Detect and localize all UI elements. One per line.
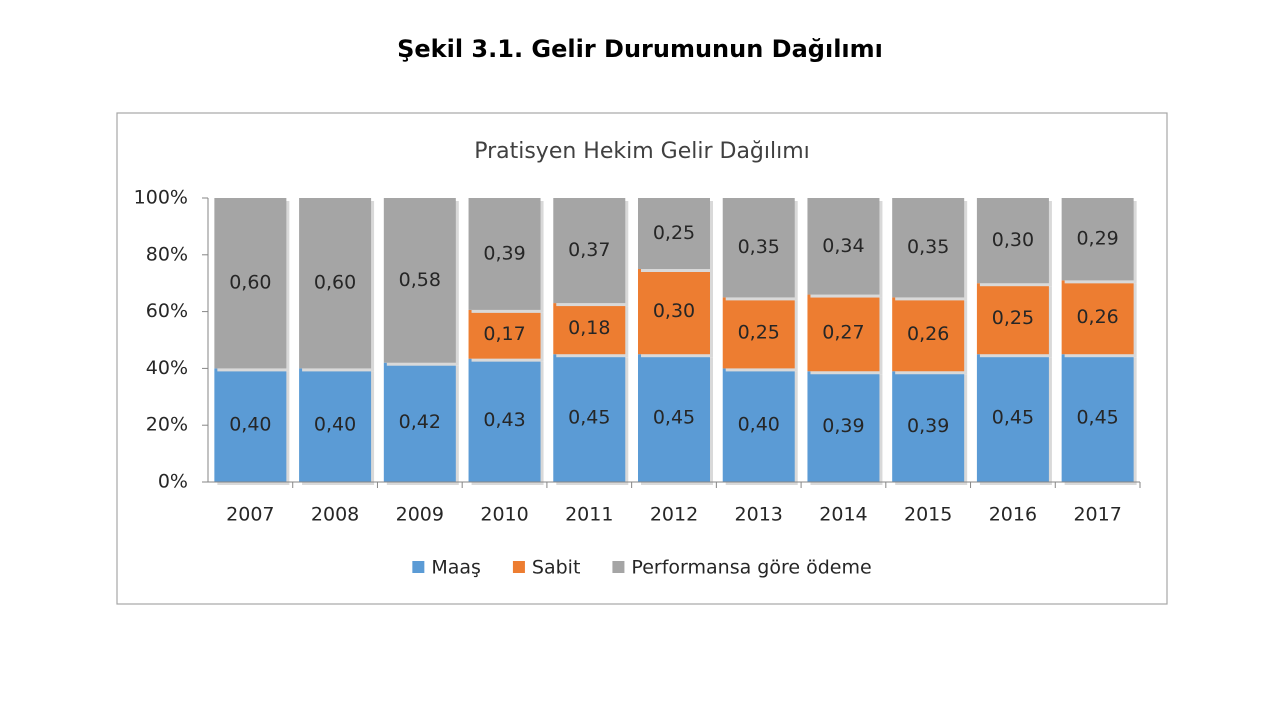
bar-segment — [892, 198, 965, 298]
legend-swatch — [512, 561, 525, 573]
data-label: 0,37 — [568, 239, 610, 261]
x-tick-label: 2011 — [565, 504, 613, 526]
bar-segment — [638, 354, 710, 482]
y-tick-label: 80% — [146, 243, 188, 265]
y-tick-label: 100% — [134, 187, 188, 209]
data-label: 0,35 — [907, 236, 949, 258]
chart-title: Pratisyen Hekim Gelir Dağılımı — [474, 139, 810, 164]
data-label: 0,39 — [483, 242, 525, 264]
data-label: 0,39 — [907, 415, 949, 437]
data-label: 0,45 — [1076, 407, 1118, 429]
x-tick-label: 2017 — [1073, 504, 1121, 526]
data-label: 0,40 — [738, 414, 780, 436]
legend-label: Performansa göre ödeme — [631, 557, 871, 579]
data-label: 0,34 — [822, 235, 864, 257]
data-label: 0,42 — [399, 411, 441, 433]
bar-segment — [553, 198, 626, 304]
bar-segment — [299, 368, 372, 482]
data-label: 0,18 — [568, 317, 610, 339]
bar-segment — [299, 198, 372, 369]
data-label: 0,26 — [1076, 306, 1118, 328]
bar-segment — [1061, 354, 1134, 482]
bar-segment — [892, 297, 965, 372]
data-label: 0,60 — [314, 272, 356, 294]
y-tick-label: 40% — [146, 357, 188, 379]
x-tick-label: 2008 — [311, 504, 359, 526]
bar-segment — [976, 354, 1049, 482]
data-label: 0,45 — [568, 407, 610, 429]
bar-segment — [807, 371, 880, 482]
data-label: 0,30 — [992, 229, 1034, 251]
data-label: 0,39 — [822, 415, 864, 437]
legend-label: Maaş — [431, 557, 481, 579]
data-label: 0,43 — [483, 409, 525, 431]
bar-segment — [638, 269, 710, 355]
bar-segment — [976, 283, 1049, 355]
data-label: 0,25 — [738, 321, 780, 343]
x-tick-label: 2007 — [226, 504, 274, 526]
legend-label: Sabit — [532, 557, 581, 579]
x-tick-label: 2012 — [650, 504, 698, 526]
bar-segment — [553, 303, 626, 355]
x-tick-label: 2013 — [735, 504, 783, 526]
data-label: 0,35 — [738, 236, 780, 258]
data-label: 0,45 — [992, 407, 1034, 429]
data-label: 0,60 — [229, 272, 271, 294]
data-label: 0,27 — [822, 321, 864, 343]
data-label: 0,58 — [399, 269, 441, 291]
data-label: 0,17 — [483, 323, 525, 345]
data-label: 0,26 — [907, 323, 949, 345]
y-tick-label: 60% — [146, 300, 188, 322]
x-tick-label: 2015 — [904, 504, 952, 526]
bar-segment — [214, 198, 287, 369]
data-label: 0,25 — [653, 222, 695, 244]
x-tick-label: 2010 — [480, 504, 528, 526]
legend-swatch — [612, 561, 625, 573]
bar-segment — [214, 368, 287, 482]
bar-segment — [383, 362, 456, 482]
bar-segment — [553, 354, 626, 482]
slide-heading: Şekil 3.1. Gelir Durumunun Dağılımı — [397, 35, 883, 63]
y-tick-label: 20% — [146, 414, 188, 436]
bar-segment — [1061, 198, 1134, 281]
bar-segment — [468, 309, 541, 359]
bar-segment — [468, 198, 541, 310]
legend-swatch — [412, 561, 425, 573]
bar-segment — [722, 368, 795, 482]
bar-segment — [638, 198, 710, 269]
bar-segment — [722, 297, 795, 369]
data-label: 0,40 — [314, 414, 356, 436]
data-label: 0,30 — [653, 300, 695, 322]
x-tick-label: 2016 — [989, 504, 1037, 526]
data-label: 0,29 — [1076, 228, 1118, 250]
bar-segment — [1061, 280, 1134, 355]
data-label: 0,25 — [992, 307, 1034, 329]
y-tick-label: 0% — [158, 471, 188, 493]
x-tick-label: 2009 — [396, 504, 444, 526]
data-label: 0,40 — [229, 414, 271, 436]
bar-segment — [976, 198, 1049, 284]
bar-segment — [892, 371, 965, 482]
data-label: 0,45 — [653, 407, 695, 429]
bar-segment — [468, 358, 541, 482]
bar-segment — [807, 198, 880, 295]
x-tick-label: 2014 — [819, 504, 867, 526]
bar-segment — [807, 294, 880, 372]
bar-segment — [722, 198, 795, 298]
bar-segment — [383, 198, 456, 363]
